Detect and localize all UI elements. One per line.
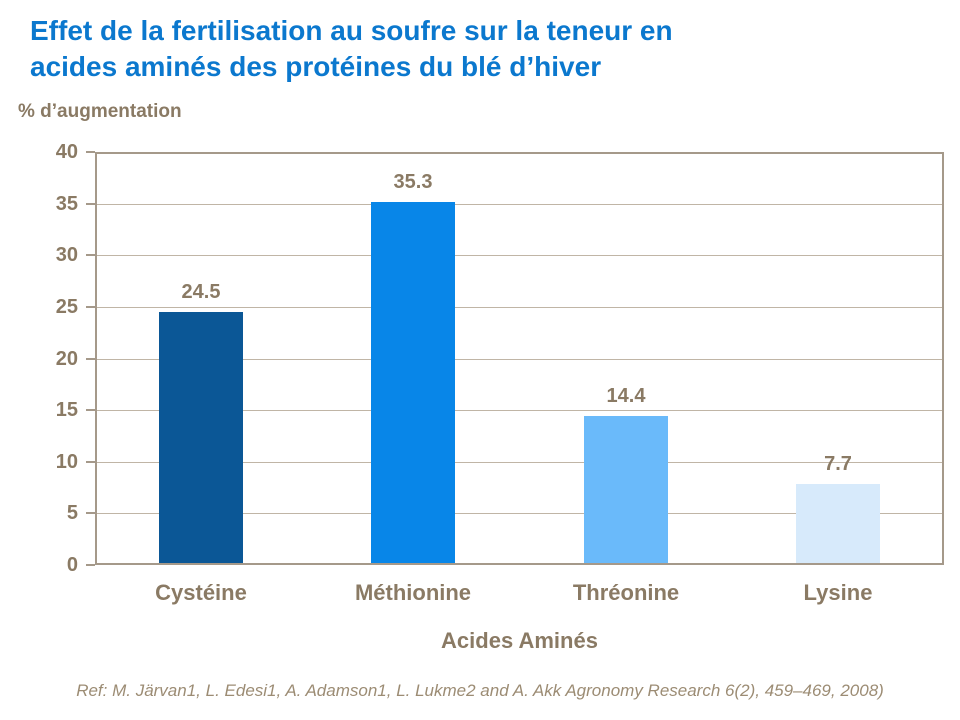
- gridline: [97, 462, 942, 463]
- chart-title-line2: acides aminés des protéines du blé d’hiv…: [30, 51, 602, 82]
- y-tick-mark: [86, 461, 95, 463]
- bar: [796, 484, 880, 563]
- x-category-label: Cystéine: [155, 580, 247, 605]
- x-category-label: Méthionine: [354, 580, 472, 605]
- y-tick-mark: [86, 512, 95, 514]
- bar-value-label: 24.5: [181, 281, 221, 303]
- y-tick-label: 30: [55, 244, 78, 266]
- x-category-label: Lysine: [803, 580, 873, 605]
- bar: [584, 416, 668, 563]
- y-tick-mark: [86, 564, 95, 566]
- gridline: [97, 255, 942, 256]
- gridline: [97, 307, 942, 308]
- plot-area: [95, 152, 944, 565]
- chart-title: Effet de la fertilisation au soufre sur …: [30, 13, 930, 85]
- gridline: [97, 513, 942, 514]
- gridline: [97, 410, 942, 411]
- y-tick-mark: [86, 254, 95, 256]
- gridline: [97, 359, 942, 360]
- y-tick-label: 10: [55, 451, 78, 473]
- y-tick-mark: [86, 151, 95, 153]
- y-tick-mark: [86, 409, 95, 411]
- y-tick-label: 25: [55, 296, 78, 318]
- y-tick-label: 0: [66, 554, 78, 576]
- reference-text: Ref: M. Järvan1, L. Edesi1, A. Adamson1,…: [76, 681, 884, 700]
- y-tick-label: 5: [66, 502, 78, 524]
- y-tick-mark: [86, 306, 95, 308]
- y-tick-mark: [86, 358, 95, 360]
- x-category-label: Thréonine: [572, 580, 680, 605]
- bar-value-label: 35.3: [393, 171, 433, 193]
- bar-value-label: 7.7: [824, 453, 852, 475]
- y-tick-label: 40: [55, 141, 78, 163]
- x-axis-title: Acides Aminés: [441, 628, 598, 653]
- gridline: [97, 204, 942, 205]
- y-tick-label: 20: [55, 348, 78, 370]
- bar: [159, 312, 243, 563]
- y-tick-mark: [86, 203, 95, 205]
- bar-value-label: 14.4: [606, 385, 646, 407]
- y-axis-title: % d’augmentation: [18, 101, 182, 122]
- y-tick-label: 35: [55, 193, 78, 215]
- bar: [371, 202, 455, 563]
- y-tick-label: 15: [55, 399, 78, 421]
- chart-title-line1: Effet de la fertilisation au soufre sur …: [30, 15, 673, 46]
